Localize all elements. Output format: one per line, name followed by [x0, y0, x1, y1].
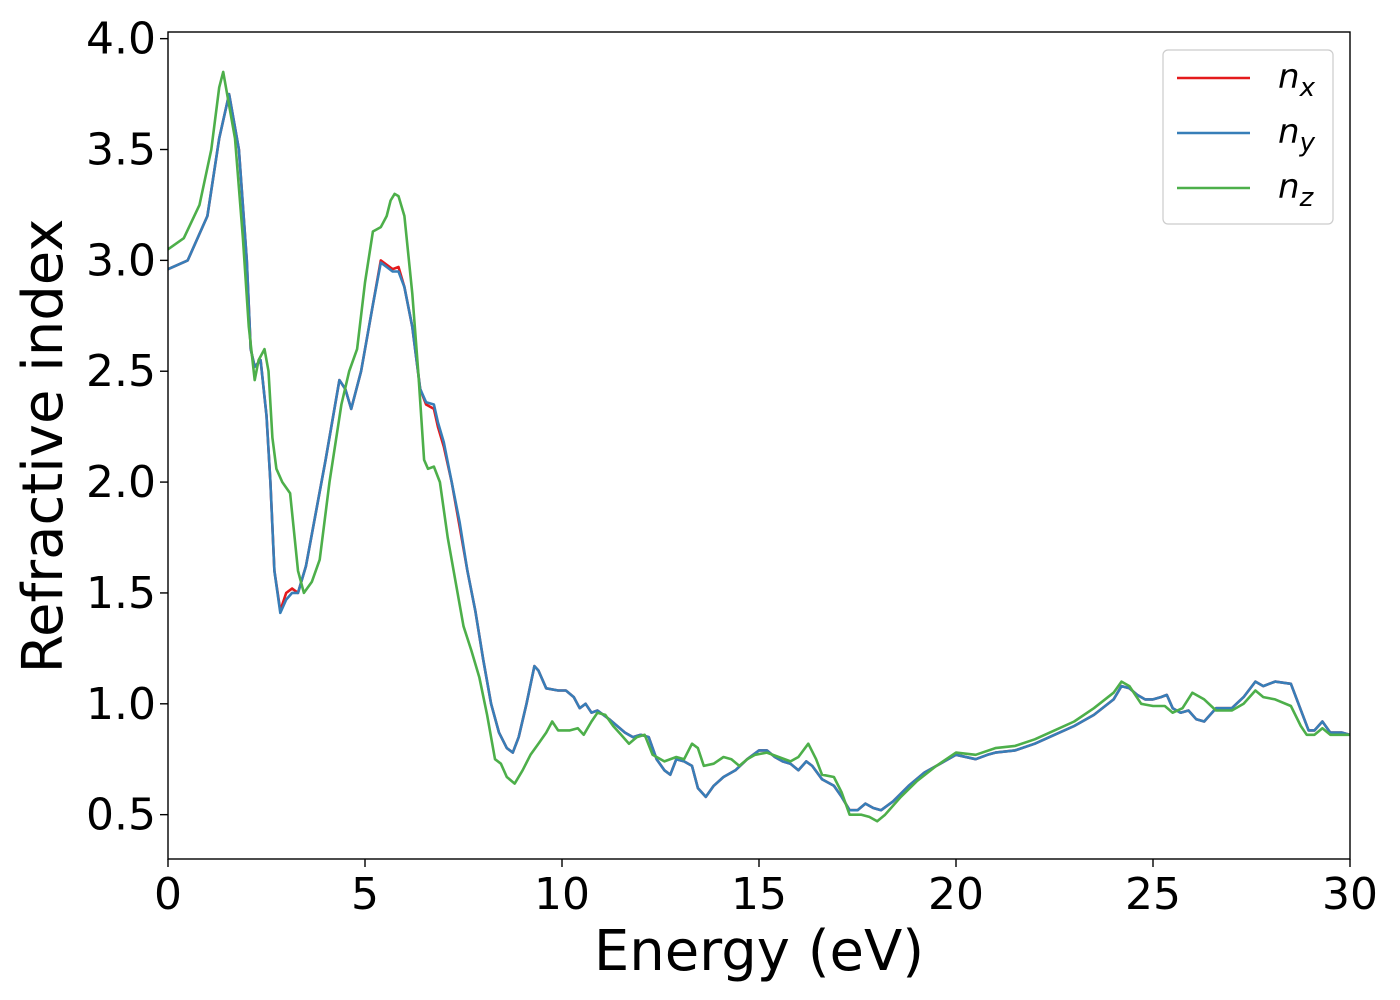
y-tick-label: 0.5 [86, 790, 156, 841]
x-tick-label: 25 [1125, 869, 1181, 920]
legend-label-base: n [1278, 112, 1300, 152]
series-line-nz [168, 70, 1350, 823]
y-tick-label: 1.5 [86, 568, 156, 619]
ticks-layer: 0 5 10 15 20 25 30 0.5 1.0 1.5 2.0 2.5 3.0 3.5 4.0 [86, 14, 1378, 920]
series-line-ny [168, 92, 1350, 812]
legend-label-subscript: x [1299, 73, 1316, 103]
x-tick-label: 10 [534, 869, 590, 920]
x-axis-title: Energy (eV) [594, 919, 924, 984]
x-tick-label: 20 [928, 869, 984, 920]
legend-label-nz: nz [1278, 167, 1315, 213]
x-tick-label: 5 [351, 869, 379, 920]
legend-label-base: n [1278, 57, 1300, 97]
y-tick-label: 2.5 [86, 346, 156, 397]
legend-label-ny: ny [1278, 112, 1316, 158]
y-tick-label: 4.0 [86, 14, 156, 65]
y-tick-label: 1.0 [86, 679, 156, 730]
legend-label-nx: nx [1278, 57, 1316, 103]
legend-label-subscript: y [1299, 128, 1316, 158]
legend-label-subscript: z [1299, 183, 1315, 213]
x-tick-label: 15 [731, 869, 787, 920]
legend-box [1162, 49, 1334, 225]
y-tick-label: 2.0 [86, 457, 156, 508]
legend-label-base: n [1278, 167, 1300, 207]
y-axis-title: Refractive index [11, 219, 76, 674]
y-tick-label: 3.0 [86, 235, 156, 286]
series-layer [168, 70, 1350, 823]
x-tick-label: 0 [154, 869, 182, 920]
y-tick-label: 3.5 [86, 125, 156, 176]
x-tick-label: 30 [1322, 869, 1378, 920]
